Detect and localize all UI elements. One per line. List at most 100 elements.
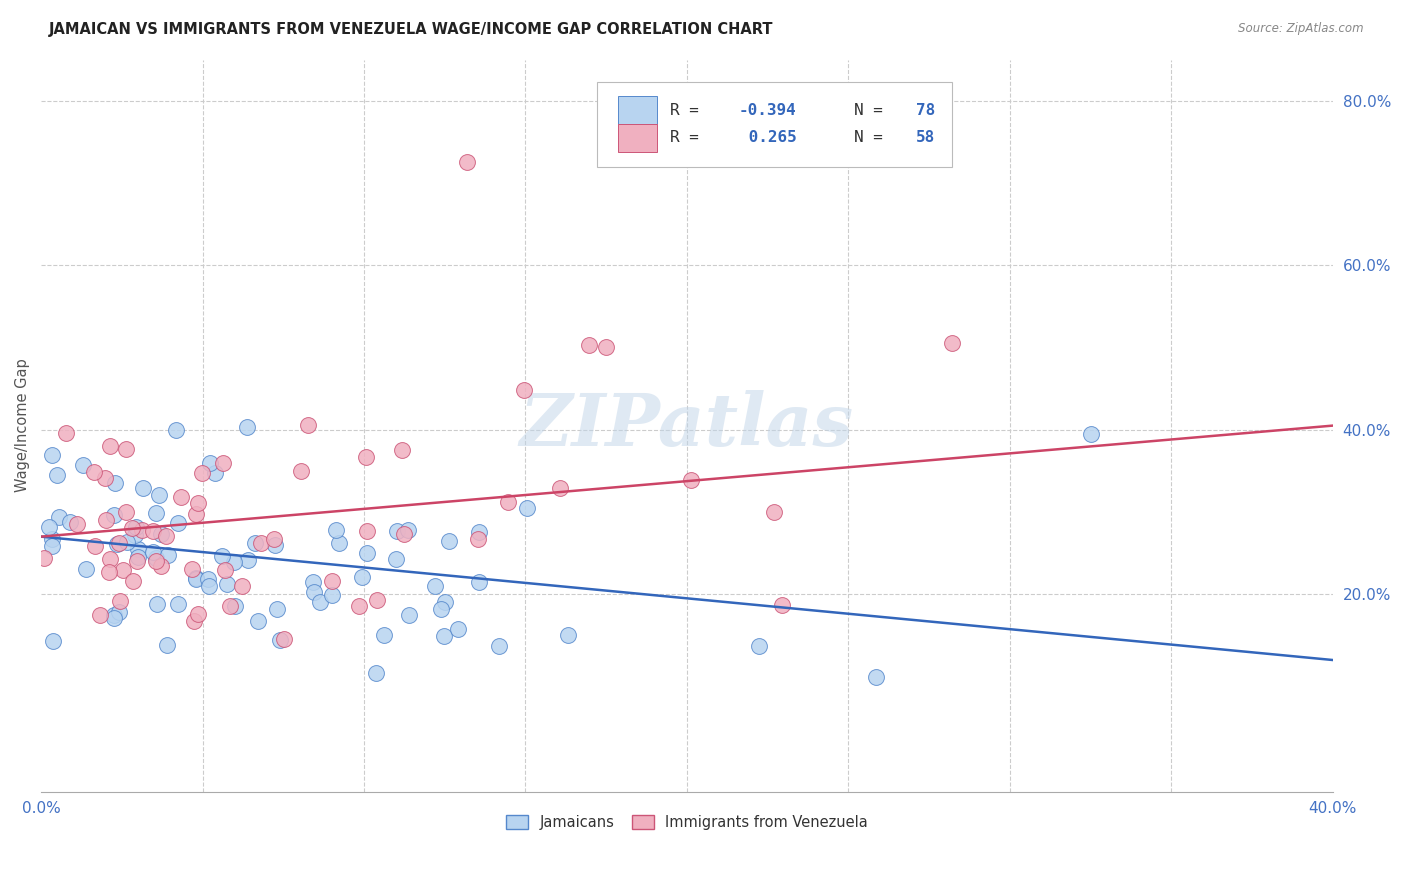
Point xyxy=(115,534,138,549)
Point xyxy=(309,595,332,609)
Point xyxy=(236,420,259,434)
Point xyxy=(366,665,388,680)
Point xyxy=(385,524,408,538)
Point xyxy=(373,627,395,641)
Point xyxy=(83,466,105,480)
Point xyxy=(66,516,89,531)
Point xyxy=(131,523,153,537)
Point xyxy=(197,572,219,586)
Point xyxy=(98,551,121,566)
Point xyxy=(385,552,408,566)
Point xyxy=(245,535,267,549)
Point xyxy=(83,539,105,553)
Point xyxy=(132,482,155,496)
Point xyxy=(187,496,209,510)
Point xyxy=(423,579,446,593)
Point xyxy=(59,515,82,529)
Point xyxy=(396,523,419,537)
Point xyxy=(127,554,149,568)
Bar xyxy=(619,124,657,152)
Point xyxy=(180,562,202,576)
Point xyxy=(468,575,491,590)
Point xyxy=(122,574,145,589)
Point xyxy=(104,475,127,490)
Text: N =: N = xyxy=(853,130,891,145)
Point xyxy=(467,532,489,546)
Point xyxy=(302,585,325,599)
Point xyxy=(156,638,179,652)
Point xyxy=(114,442,136,456)
Point xyxy=(167,597,190,611)
Point xyxy=(127,542,149,557)
Point xyxy=(398,607,420,622)
Point xyxy=(236,553,259,567)
Point xyxy=(595,341,617,355)
Point xyxy=(214,563,236,577)
Point xyxy=(748,640,770,654)
Point xyxy=(290,464,312,478)
Point xyxy=(198,456,221,470)
Point xyxy=(550,481,572,495)
Point xyxy=(354,450,377,465)
Point xyxy=(763,505,786,519)
Point xyxy=(94,471,117,485)
Point xyxy=(94,513,117,527)
Point xyxy=(578,338,600,352)
Point xyxy=(865,670,887,684)
Point xyxy=(219,599,242,613)
Point xyxy=(186,571,208,585)
Point xyxy=(41,448,63,462)
Point xyxy=(184,572,207,586)
Point xyxy=(496,495,519,509)
Point xyxy=(266,602,288,616)
Point xyxy=(321,574,343,589)
Point xyxy=(121,521,143,535)
Point xyxy=(456,155,478,169)
Point xyxy=(247,615,270,629)
Point xyxy=(215,576,238,591)
Text: 78: 78 xyxy=(915,103,935,118)
Point xyxy=(167,516,190,530)
Point xyxy=(1080,426,1102,441)
Point xyxy=(34,551,56,566)
Point xyxy=(513,383,536,397)
Text: 0.265: 0.265 xyxy=(738,130,796,145)
Point xyxy=(184,507,207,521)
Point xyxy=(146,597,169,611)
Point xyxy=(148,488,170,502)
Point xyxy=(328,536,350,550)
Point xyxy=(516,500,538,515)
Point xyxy=(157,548,180,562)
Point xyxy=(352,569,374,583)
Point xyxy=(150,559,173,574)
Text: -0.394: -0.394 xyxy=(738,103,796,118)
Point xyxy=(297,418,319,433)
Point xyxy=(325,523,347,537)
Point xyxy=(447,622,470,636)
Point xyxy=(273,632,295,646)
Point xyxy=(103,608,125,623)
Text: ZIPatlas: ZIPatlas xyxy=(520,390,853,461)
Text: Source: ZipAtlas.com: Source: ZipAtlas.com xyxy=(1239,22,1364,36)
Text: N =: N = xyxy=(853,103,891,118)
Point xyxy=(557,628,579,642)
Point xyxy=(72,458,94,472)
Point xyxy=(165,423,187,437)
Legend: Jamaicans, Immigrants from Venezuela: Jamaicans, Immigrants from Venezuela xyxy=(501,809,875,836)
Point xyxy=(366,592,388,607)
Point xyxy=(89,608,111,623)
Point xyxy=(48,510,70,524)
Point xyxy=(75,561,97,575)
Text: 58: 58 xyxy=(915,130,935,145)
Point xyxy=(145,550,167,565)
Text: R =: R = xyxy=(671,130,718,145)
Point xyxy=(38,520,60,534)
Point xyxy=(41,539,63,553)
Point xyxy=(197,579,219,593)
Point xyxy=(55,425,77,440)
FancyBboxPatch shape xyxy=(596,81,952,167)
Y-axis label: Wage/Income Gap: Wage/Income Gap xyxy=(15,359,30,492)
Point xyxy=(941,336,963,351)
Point xyxy=(183,614,205,628)
Point xyxy=(98,566,121,580)
